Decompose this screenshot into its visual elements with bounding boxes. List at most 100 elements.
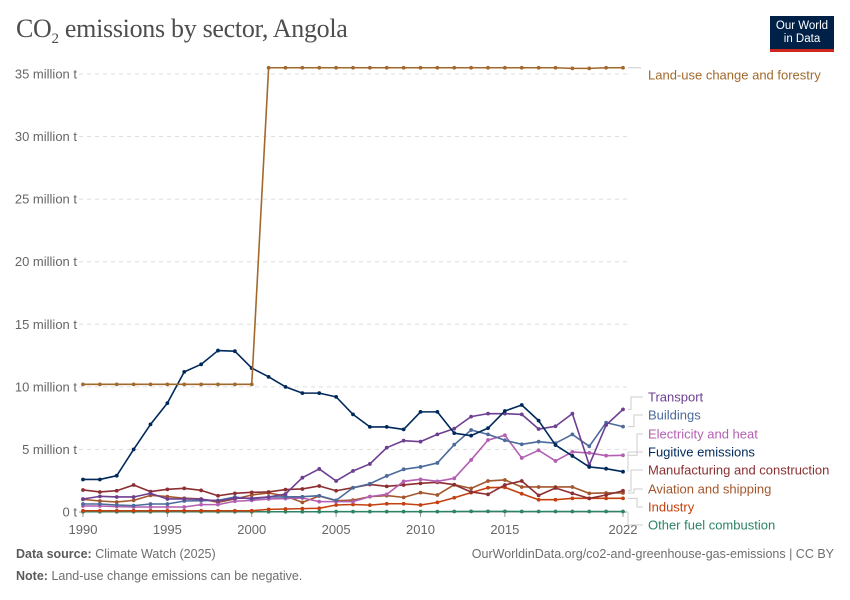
data-point bbox=[199, 497, 204, 502]
x-tick-label: 2010 bbox=[406, 522, 435, 537]
data-point bbox=[536, 418, 541, 423]
data-point bbox=[114, 382, 119, 387]
data-point bbox=[621, 509, 625, 514]
legend-label[interactable]: Electricity and heat bbox=[648, 427, 758, 442]
data-point bbox=[418, 409, 423, 414]
data-point bbox=[131, 382, 136, 387]
data-point bbox=[334, 488, 339, 493]
data-point bbox=[97, 494, 102, 499]
data-point bbox=[249, 508, 254, 513]
y-tick-label: 15 million t bbox=[15, 317, 78, 332]
data-point bbox=[401, 501, 406, 506]
data-point bbox=[401, 438, 406, 443]
legend-label[interactable]: Land-use change and forestry bbox=[648, 68, 821, 83]
owid-logo[interactable]: Our World in Data bbox=[770, 16, 834, 52]
data-point bbox=[536, 448, 541, 453]
data-point bbox=[334, 394, 339, 399]
data-point bbox=[469, 486, 474, 491]
data-point bbox=[334, 65, 339, 70]
data-point bbox=[604, 493, 609, 497]
data-point bbox=[351, 509, 355, 514]
data-point bbox=[148, 508, 153, 513]
data-point bbox=[114, 500, 119, 504]
data-point bbox=[199, 508, 204, 513]
data-point bbox=[553, 443, 558, 447]
data-point bbox=[435, 493, 440, 497]
data-point bbox=[367, 494, 372, 499]
data-point bbox=[570, 432, 575, 437]
data-point bbox=[351, 412, 355, 417]
data-point bbox=[536, 65, 541, 70]
data-point bbox=[97, 382, 102, 387]
data-point bbox=[148, 502, 153, 506]
data-point bbox=[148, 382, 153, 387]
data-point bbox=[232, 496, 237, 501]
url-license[interactable]: OurWorldinData.org/co2-and-greenhouse-ga… bbox=[471, 547, 834, 561]
data-point bbox=[519, 65, 524, 70]
data-point bbox=[553, 424, 558, 429]
data-point bbox=[621, 407, 625, 412]
data-point bbox=[469, 428, 474, 432]
data-point bbox=[452, 482, 457, 487]
data-point bbox=[536, 509, 541, 514]
legend-label[interactable]: Other fuel combustion bbox=[648, 518, 775, 533]
data-point bbox=[97, 490, 102, 494]
data-point bbox=[165, 382, 170, 387]
legend-label[interactable]: Industry bbox=[648, 500, 695, 515]
data-point bbox=[570, 66, 575, 71]
data-point bbox=[486, 479, 490, 483]
data-point bbox=[418, 465, 423, 469]
data-point bbox=[317, 391, 322, 396]
data-point bbox=[300, 65, 305, 70]
data-point bbox=[519, 456, 524, 460]
data-point bbox=[131, 503, 136, 508]
legend-label[interactable]: Fugitive emissions bbox=[648, 445, 755, 460]
data-point bbox=[81, 382, 85, 387]
y-tick-label: 30 million t bbox=[15, 129, 78, 144]
data-point bbox=[570, 509, 575, 514]
data-point bbox=[536, 439, 541, 444]
chart-title: CO2 emissions by sector, Angola bbox=[16, 14, 348, 48]
data-point bbox=[536, 485, 541, 489]
data-point bbox=[384, 484, 389, 489]
data-point bbox=[452, 431, 457, 436]
source-value[interactable]: Climate Watch (2025) bbox=[95, 547, 216, 561]
data-point bbox=[401, 467, 406, 472]
data-point bbox=[604, 509, 609, 514]
data-point bbox=[486, 485, 490, 490]
data-point bbox=[621, 65, 625, 70]
data-point bbox=[367, 65, 372, 70]
data-point bbox=[148, 505, 153, 509]
data-point bbox=[604, 496, 609, 501]
legend-connector bbox=[628, 414, 643, 428]
data-point bbox=[519, 491, 524, 496]
data-point bbox=[97, 477, 102, 482]
data-point bbox=[334, 479, 339, 483]
data-point bbox=[81, 477, 85, 482]
data-point bbox=[81, 502, 85, 506]
data-point bbox=[384, 445, 389, 450]
data-point bbox=[519, 509, 524, 514]
data-point bbox=[81, 488, 85, 492]
x-tick-label: 1990 bbox=[69, 522, 98, 537]
legend-label[interactable]: Buildings bbox=[648, 408, 701, 423]
legend-label[interactable]: Aviation and shipping bbox=[648, 482, 771, 497]
data-point bbox=[486, 492, 490, 497]
data-point bbox=[148, 491, 153, 496]
data-point bbox=[367, 481, 372, 486]
legend-label[interactable]: Transport bbox=[648, 390, 704, 405]
data-point bbox=[570, 485, 575, 489]
data-point bbox=[351, 499, 355, 504]
data-point bbox=[587, 465, 592, 469]
data-point bbox=[570, 450, 575, 454]
title-subscript: 2 bbox=[51, 31, 60, 48]
legend-label[interactable]: Manufacturing and construction bbox=[648, 463, 829, 478]
data-point bbox=[249, 382, 254, 387]
data-point bbox=[401, 65, 406, 70]
y-tick-label: 35 million t bbox=[15, 67, 78, 82]
data-point bbox=[131, 498, 136, 503]
data-point bbox=[148, 422, 153, 427]
data-point bbox=[435, 65, 440, 70]
data-point bbox=[435, 500, 440, 505]
data-point bbox=[351, 502, 355, 507]
